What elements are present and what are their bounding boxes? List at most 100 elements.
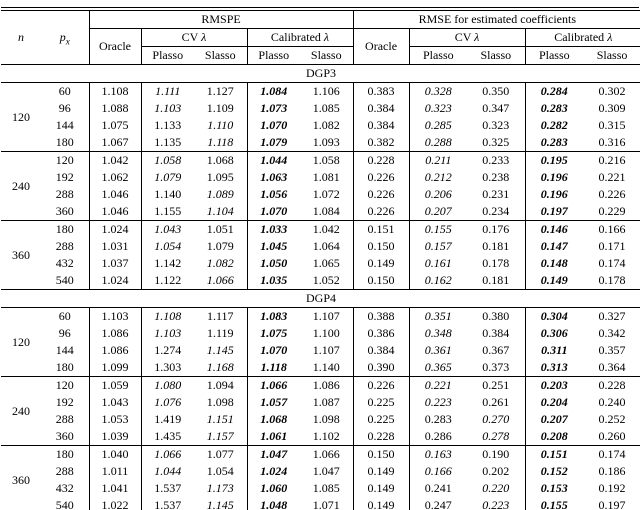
- value-cell: 0.181: [482, 239, 510, 253]
- px-cell: 96: [58, 326, 71, 340]
- value-cell: 0.365: [408, 358, 468, 376]
- col-header-rmse-cv-slasso: Slasso: [480, 48, 512, 62]
- value-cell: 1.135: [140, 133, 194, 151]
- value-cell: 1.050: [246, 254, 300, 272]
- value-cell: 0.146: [524, 219, 584, 238]
- table-body: DGP3 120 60 1.108 1.111 1.127 1.084 1.106 0.383 0…: [1, 63, 640, 510]
- n-cell: 360: [1, 219, 41, 289]
- value-cell: 1.070: [246, 116, 300, 134]
- table-row: 360 180 1.024 1.043 1.051 1.033 1.042 0.151 0.15…: [1, 219, 640, 289]
- px-cell: 96: [58, 101, 71, 115]
- n-cell: 240: [1, 150, 41, 220]
- table-row: 540 1.022 1.537 1.145 1.048 1.071 0.149 0.247 0.…: [1, 496, 640, 510]
- value-cell: 0.197: [524, 202, 584, 220]
- subheader-rmse-calibrated: Calibrated λ: [524, 28, 640, 47]
- value-cell: 0.174: [598, 256, 626, 270]
- value-cell: 1.122: [140, 271, 194, 289]
- table-row: 120 60 1.103 1.108 1.117 1.083 1.107 0.388 0.351…: [1, 306, 640, 376]
- value-cell: 0.150: [352, 271, 410, 289]
- value-cell: 1.065: [312, 256, 340, 270]
- value-cell: 0.149: [352, 254, 410, 272]
- table-row: 180 1.067 1.135 1.118 1.079 1.093 0.382 0.288 0.…: [1, 133, 640, 151]
- value-cell: 0.323: [408, 99, 468, 117]
- value-cell: 1.085: [312, 481, 340, 495]
- subheader-rmspe-oracle: Oracle: [88, 28, 141, 64]
- table-row: 288 1.011 1.044 1.054 1.024 1.047 0.149 0.166 0.…: [1, 462, 640, 480]
- value-cell: 0.190: [467, 444, 526, 463]
- value-cell: 0.384: [352, 99, 410, 117]
- value-cell: 1.157: [206, 429, 234, 443]
- col-header-rmse-cv-plasso: Plasso: [408, 46, 468, 64]
- results-table-wrap: n px RMSPE RMSE for estimated coefficien…: [1, 7, 640, 510]
- value-cell: 1.084: [246, 81, 300, 100]
- value-cell: 1.080: [140, 375, 194, 394]
- value-cell: 0.231: [482, 187, 510, 201]
- value-cell: 1.168: [206, 360, 234, 374]
- value-cell: 0.311: [524, 341, 584, 359]
- px-cell: 60: [41, 81, 89, 100]
- value-cell: 1.117: [194, 306, 247, 325]
- px-cell: 540: [55, 498, 74, 510]
- value-cell: 0.202: [482, 464, 510, 478]
- value-cell: 1.037: [88, 254, 141, 272]
- header-row-groups: n px RMSPE RMSE for estimated coefficien…: [1, 10, 640, 46]
- value-cell: 1.075: [246, 324, 300, 342]
- value-cell: 1.042: [88, 150, 141, 169]
- n-cell: 360: [1, 444, 41, 510]
- value-cell: 1.107: [312, 343, 340, 357]
- value-cell: 0.204: [524, 393, 584, 411]
- table-row: 144 1.086 1.274 1.145 1.070 1.107 0.384 0.361 0.…: [1, 341, 640, 359]
- value-cell: 0.166: [408, 462, 468, 480]
- value-cell: 0.216: [583, 150, 640, 169]
- value-cell: 1.048: [246, 496, 300, 510]
- table-row: 432 1.037 1.142 1.082 1.050 1.065 0.149 0.161 0.…: [1, 254, 640, 272]
- px-cell: 360: [55, 204, 74, 218]
- value-cell: 1.024: [88, 271, 141, 289]
- section-label: DGP3: [1, 63, 640, 83]
- value-cell: 1.079: [206, 239, 234, 253]
- value-cell: 0.260: [598, 429, 626, 443]
- px-cell: 360: [55, 429, 74, 443]
- value-cell: 1.094: [194, 375, 247, 394]
- lambda-symbol: λ: [607, 30, 613, 44]
- value-cell: 0.241: [408, 479, 468, 497]
- value-cell: 0.197: [598, 498, 626, 510]
- value-cell: 1.084: [312, 204, 340, 218]
- px-cell: 180: [55, 360, 74, 374]
- value-cell: 1.082: [206, 256, 234, 270]
- group-header-rmspe: RMSPE: [88, 10, 354, 29]
- value-cell: 1.075: [88, 116, 141, 134]
- table-row: 240 120 1.059 1.080 1.094 1.066 1.086 0.226 0.22…: [1, 375, 640, 445]
- px-cell: 180: [55, 135, 74, 149]
- value-cell: 1.095: [206, 170, 234, 184]
- value-cell: 1.119: [206, 326, 234, 340]
- value-cell: 1.041: [88, 479, 141, 497]
- table-row: 288 1.053 1.419 1.151 1.068 1.098 0.225 0.283 0.…: [1, 410, 640, 428]
- value-cell: 0.171: [598, 239, 626, 253]
- value-cell: 0.328: [408, 81, 468, 100]
- value-cell: 0.350: [467, 81, 526, 100]
- value-cell: 0.383: [352, 81, 410, 100]
- value-cell: 1.051: [194, 219, 247, 238]
- value-cell: 0.386: [352, 324, 410, 342]
- value-cell: 1.056: [246, 185, 300, 203]
- value-cell: 1.046: [88, 185, 141, 203]
- table-row: 180 1.099 1.303 1.168 1.118 1.140 0.390 0.365 0.…: [1, 358, 640, 376]
- value-cell: 0.155: [524, 496, 584, 510]
- value-cell: 1.058: [140, 150, 194, 169]
- value-cell: 0.384: [352, 116, 410, 134]
- value-cell: 0.285: [408, 116, 468, 134]
- px-cell: 180: [41, 444, 89, 463]
- value-cell: 0.325: [482, 135, 510, 149]
- value-cell: 0.270: [482, 412, 510, 426]
- table-row: 360 1.046 1.155 1.104 1.070 1.084 0.226 0.207 0.…: [1, 202, 640, 220]
- col-header-rmse-cal-plasso: Plasso: [524, 46, 584, 64]
- px-cell: 120: [41, 150, 89, 169]
- col-header-rmspe-cal-plasso: Plasso: [246, 46, 300, 64]
- value-cell: 1.033: [246, 219, 300, 238]
- value-cell: 1.093: [312, 135, 340, 149]
- value-cell: 0.208: [524, 427, 584, 445]
- value-cell: 1.064: [312, 239, 340, 253]
- value-cell: 1.024: [246, 462, 300, 480]
- value-cell: 1.054: [206, 464, 234, 478]
